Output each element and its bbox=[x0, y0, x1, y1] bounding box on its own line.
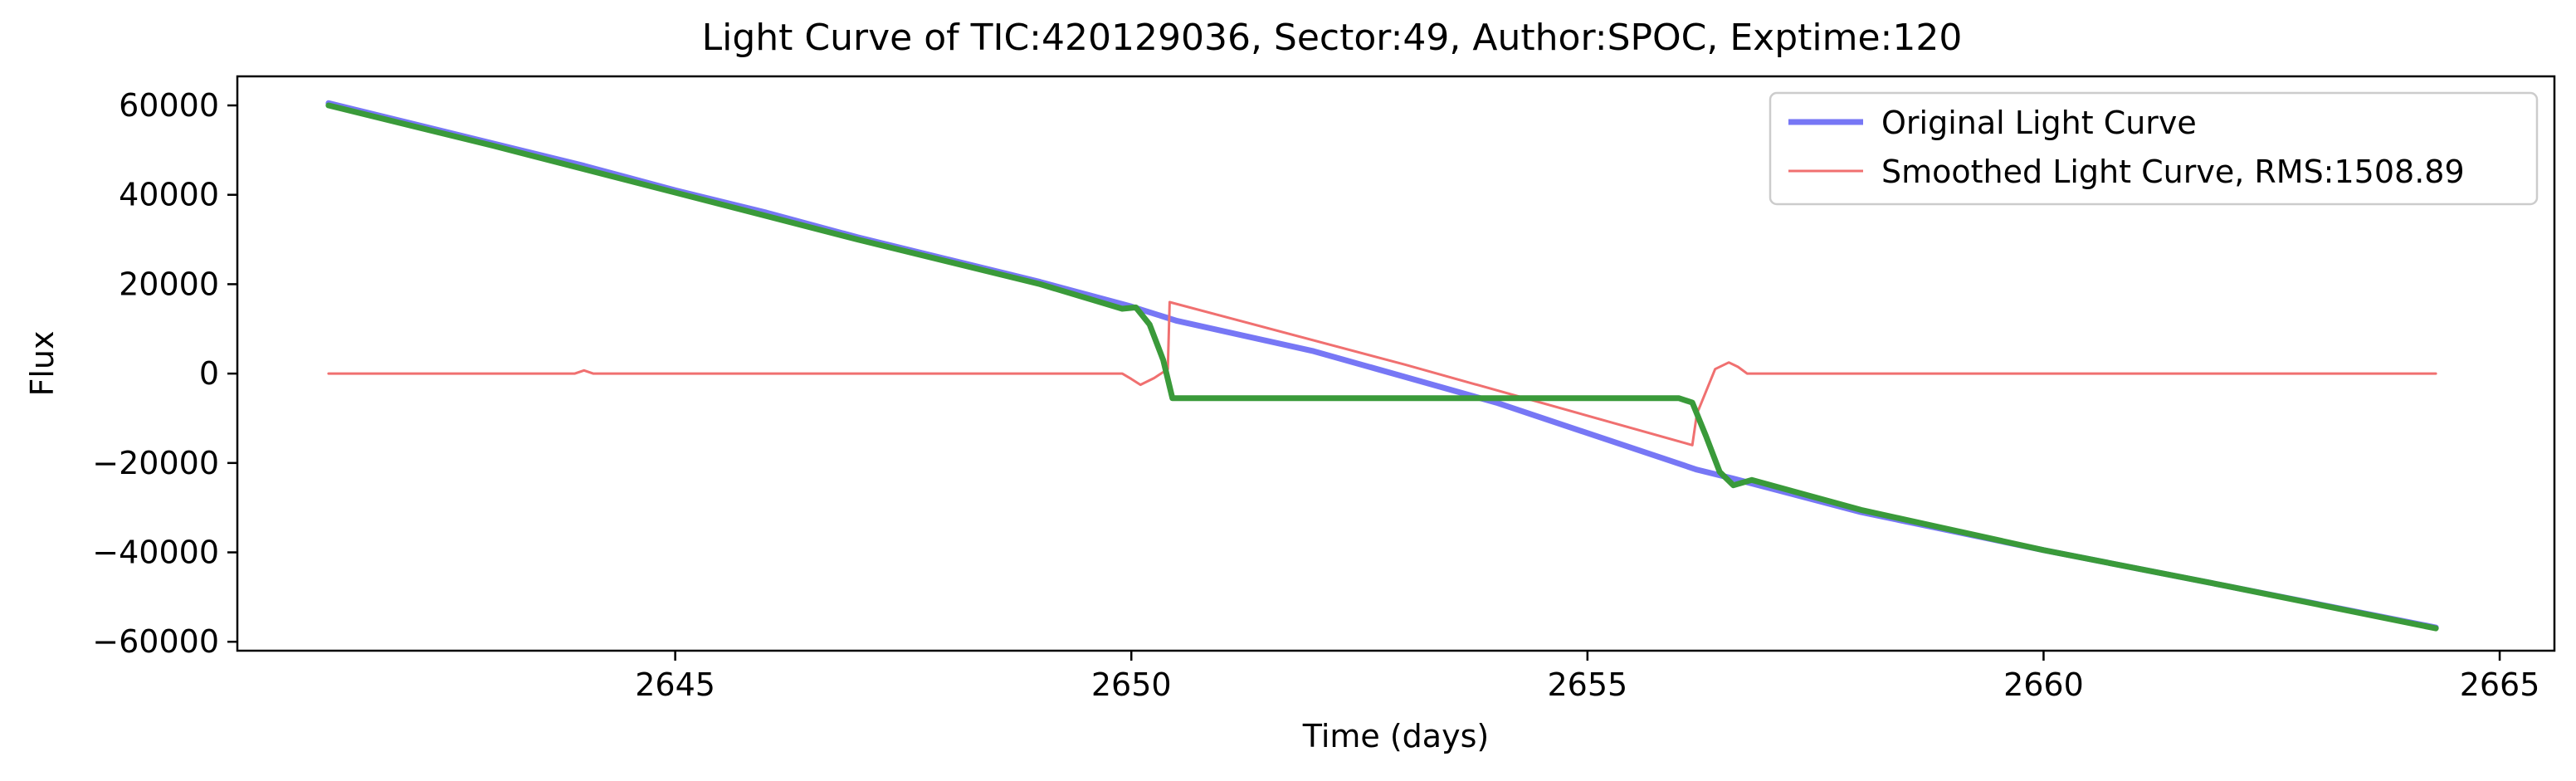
legend-box bbox=[1769, 91, 2539, 206]
legend-label-smoothed: Smoothed Light Curve, RMS:1508.89 bbox=[1881, 154, 2465, 190]
fit-curve-line bbox=[325, 102, 2439, 632]
x-tick-label: 2660 bbox=[2003, 666, 2084, 703]
y-tick-label: −20000 bbox=[92, 445, 219, 481]
y-tick-label: 20000 bbox=[119, 266, 219, 302]
chart-title: Light Curve of TIC:420129036, Sector:49,… bbox=[702, 17, 1963, 59]
y-tick-label: −60000 bbox=[92, 623, 219, 660]
y-tick-label: 0 bbox=[199, 355, 219, 392]
plot-area bbox=[236, 75, 2556, 652]
plot-frame bbox=[236, 75, 2556, 652]
x-axis-ticks: 2645 2650 2655 2660 2665 bbox=[635, 651, 2539, 703]
y-tick-label: 40000 bbox=[119, 177, 219, 213]
y-tick-label: 60000 bbox=[119, 87, 219, 124]
y-axis-label: Flux bbox=[24, 331, 61, 397]
legend: Original Light Curve Smoothed Light Curv… bbox=[1769, 91, 2539, 206]
x-tick-label: 2665 bbox=[2460, 666, 2540, 703]
x-tick-label: 2650 bbox=[1091, 666, 1172, 703]
smoothed-light-curve-line bbox=[327, 300, 2437, 447]
x-tick-label: 2655 bbox=[1547, 666, 1627, 703]
series-layer bbox=[325, 100, 2439, 632]
legend-label-original: Original Light Curve bbox=[1881, 105, 2197, 141]
y-tick-label: −40000 bbox=[92, 534, 219, 571]
y-axis-ticks: −60000 −40000 −20000 0 20000 40000 60000 bbox=[92, 87, 237, 660]
x-axis-label: Time (days) bbox=[1302, 718, 1489, 754]
x-tick-label: 2645 bbox=[635, 666, 715, 703]
